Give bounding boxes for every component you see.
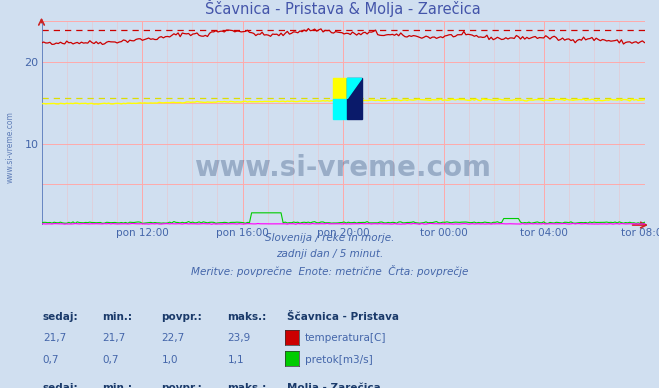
Bar [347, 78, 362, 119]
Text: povpr.:: povpr.: [161, 383, 202, 388]
Text: sedaj:: sedaj: [43, 312, 78, 322]
Text: Meritve: povprečne  Enote: metrične  Črta: povprečje: Meritve: povprečne Enote: metrične Črta:… [191, 265, 468, 277]
Text: Ščavnica - Pristava: Ščavnica - Pristava [287, 312, 399, 322]
Polygon shape [347, 78, 362, 99]
Title: Ščavnica - Pristava & Molja - Zarečica: Ščavnica - Pristava & Molja - Zarečica [205, 0, 481, 17]
Text: www.si-vreme.com: www.si-vreme.com [5, 111, 14, 184]
Text: 21,7: 21,7 [43, 333, 66, 343]
Text: 21,7: 21,7 [102, 333, 125, 343]
Text: 23,9: 23,9 [227, 333, 250, 343]
Text: min.:: min.: [102, 312, 132, 322]
Text: pretok[m3/s]: pretok[m3/s] [305, 355, 373, 365]
Text: maks.:: maks.: [227, 383, 267, 388]
Text: povpr.:: povpr.: [161, 312, 202, 322]
Text: zadnji dan / 5 minut.: zadnji dan / 5 minut. [276, 249, 383, 259]
Text: 1,1: 1,1 [227, 355, 244, 365]
Text: 1,0: 1,0 [161, 355, 178, 365]
Text: maks.:: maks.: [227, 312, 267, 322]
Text: temperatura[C]: temperatura[C] [305, 333, 387, 343]
Text: 22,7: 22,7 [161, 333, 185, 343]
Text: Slovenija / reke in morje.: Slovenija / reke in morje. [265, 233, 394, 243]
Bar [333, 78, 347, 99]
Text: 0,7: 0,7 [43, 355, 59, 365]
Text: min.:: min.: [102, 383, 132, 388]
Text: 0,7: 0,7 [102, 355, 119, 365]
Text: Molja - Zarečica: Molja - Zarečica [287, 382, 380, 388]
Text: www.si-vreme.com: www.si-vreme.com [194, 154, 492, 182]
Bar [333, 99, 347, 119]
Text: sedaj:: sedaj: [43, 383, 78, 388]
